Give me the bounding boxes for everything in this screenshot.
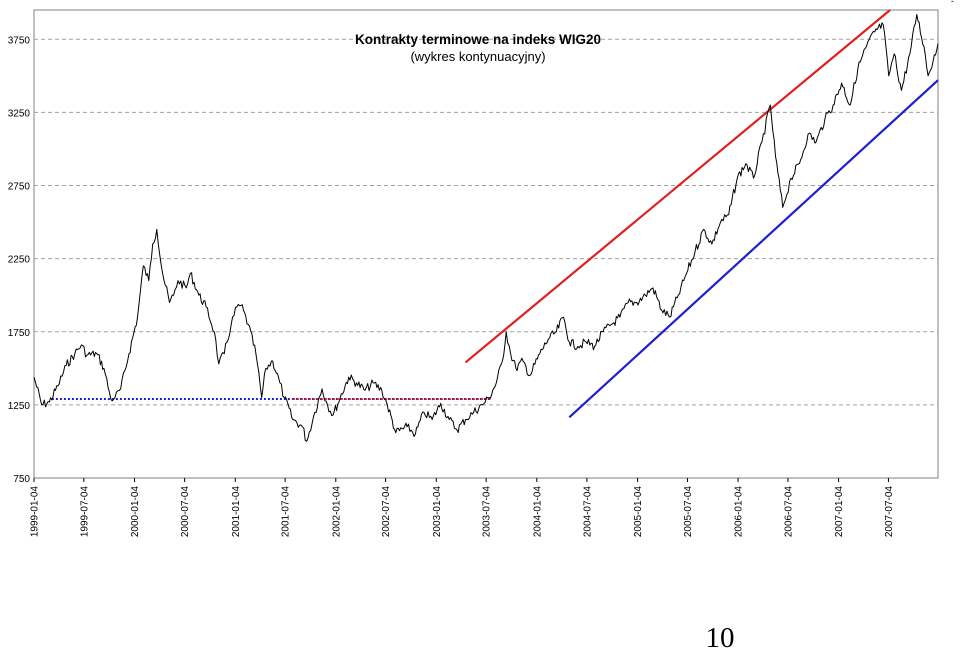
- chart-subtitle: (wykres kontynuacyjny): [410, 49, 545, 64]
- trend-channel-line: [464, 9, 891, 364]
- x-tick-label: 2006-01-04: [734, 486, 745, 538]
- y-tick-label: 750: [13, 474, 30, 485]
- chart-title: Kontrakty terminowe na indeks WIG20: [355, 32, 601, 47]
- y-axis-ticks: 750 1250 1750 2250 2750 3250 3750: [8, 35, 31, 485]
- x-tick-label: 1999-07-04: [79, 486, 90, 538]
- y-tick-label: 2250: [8, 255, 31, 266]
- x-tick-label: 2005-07-04: [683, 486, 694, 538]
- x-tick-label: 2001-01-04: [231, 486, 242, 538]
- y-tick-label: 1250: [8, 401, 31, 412]
- x-tick-label: 2002-01-04: [331, 486, 342, 538]
- x-tick-label: 1999-01-04: [30, 486, 41, 538]
- x-tick-label: 2004-07-04: [582, 486, 593, 538]
- x-tick-label: 2003-07-04: [482, 486, 493, 538]
- x-tick-label: 2001-07-04: [281, 486, 292, 538]
- x-tick-label: 2000-07-04: [180, 486, 191, 538]
- y-tick-label: 1750: [8, 328, 31, 339]
- x-tick-label: 2002-07-04: [381, 486, 392, 538]
- corner-mark: -: [951, 0, 954, 6]
- page-number: 10: [705, 622, 735, 654]
- x-tick-label: 2004-01-04: [532, 486, 543, 538]
- x-tick-label: 2006-07-04: [783, 486, 794, 538]
- price-series-line: [33, 13, 939, 442]
- y-tick-label: 3750: [8, 35, 31, 46]
- x-tick-label: 2003-01-04: [432, 486, 443, 538]
- x-tick-label: 2005-01-04: [633, 486, 644, 538]
- x-tick-label: 2000-01-04: [130, 486, 141, 538]
- x-tick-label: 2007-07-04: [884, 486, 895, 538]
- trend-lines: [51, 9, 939, 419]
- series-group: [33, 13, 939, 442]
- x-tick-label: 2007-01-04: [834, 486, 845, 538]
- gridlines: [34, 38, 938, 406]
- y-tick-label: 2750: [8, 182, 31, 193]
- y-tick-label: 3250: [8, 108, 31, 119]
- trend-channel-line: [568, 79, 939, 419]
- x-axis-ticks: 1999-01-04 1999-07-04 2000-01-04 2000-07-04…: [30, 478, 895, 537]
- plot-area: [33, 9, 939, 479]
